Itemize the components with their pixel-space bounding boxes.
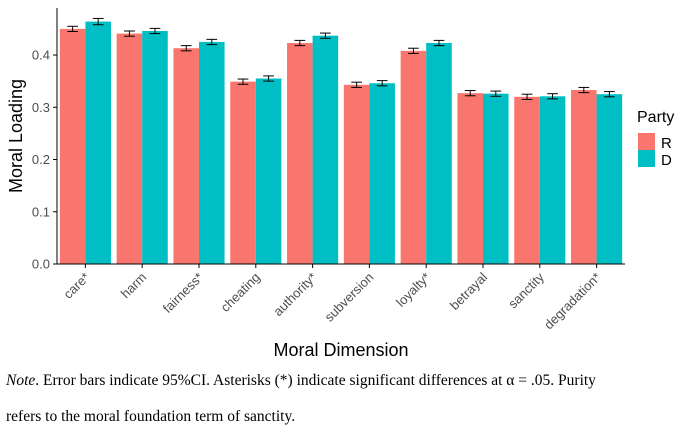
x-tick-label-2: fairness* bbox=[160, 270, 206, 316]
bar-r-0 bbox=[59, 28, 86, 265]
error-bar-d-8 bbox=[547, 93, 558, 100]
bar-r-4 bbox=[287, 43, 313, 264]
error-bar-r-0 bbox=[67, 25, 78, 33]
bar-d-2 bbox=[199, 41, 225, 265]
error-bar-r-8 bbox=[521, 93, 533, 100]
bar-r-7 bbox=[457, 93, 483, 264]
x-tick-label-5: subversion bbox=[321, 270, 376, 325]
error-bar-d-2 bbox=[206, 38, 218, 46]
y-ticks-layer: 0.0 0.1 0.2 0.3 0.4 bbox=[32, 48, 57, 272]
error-bar-d-1 bbox=[149, 27, 161, 35]
bar-r-6 bbox=[400, 50, 427, 265]
legend-key-d bbox=[638, 150, 655, 167]
x-tick-label-7: betrayal bbox=[447, 269, 490, 312]
bar-r-9 bbox=[571, 90, 597, 265]
x-tick-label-3: cheating bbox=[218, 270, 263, 315]
error-bar-r-2 bbox=[180, 45, 192, 52]
x-tick-label-6: loyalty* bbox=[393, 270, 433, 310]
bar-r-8 bbox=[514, 96, 540, 264]
note-text-1: . Error bars indicate 95%CI. Asterisks (… bbox=[35, 372, 596, 389]
error-bar-r-7 bbox=[464, 90, 476, 97]
error-bar-d-7 bbox=[490, 90, 502, 97]
x-axis-title: Moral Dimension bbox=[273, 340, 408, 360]
y-tick-label-4: 0.4 bbox=[32, 48, 50, 63]
y-tick-label-2: 0.2 bbox=[32, 152, 50, 167]
bar-r-5 bbox=[343, 84, 370, 264]
error-bar-d-0 bbox=[92, 17, 104, 26]
bars-layer bbox=[59, 21, 623, 265]
legend: Party R D bbox=[637, 109, 674, 169]
y-axis-title: Moral Loading bbox=[6, 79, 26, 193]
error-bar-r-3 bbox=[237, 78, 249, 85]
bar-r-3 bbox=[230, 81, 256, 264]
figure-note-line-1: Note. Error bars indicate 95%CI. Asteris… bbox=[6, 372, 681, 390]
bar-d-4 bbox=[312, 35, 339, 264]
x-tick-label-8: sanctity bbox=[505, 269, 547, 311]
bar-d-0 bbox=[85, 21, 111, 264]
error-bar-d-6 bbox=[433, 39, 445, 47]
error-bar-d-5 bbox=[376, 80, 388, 87]
error-bar-r-6 bbox=[408, 47, 419, 54]
bar-r-2 bbox=[173, 48, 199, 265]
legend-label-r: R bbox=[661, 135, 672, 152]
bar-d-5 bbox=[369, 83, 395, 264]
y-tick-label-1: 0.1 bbox=[32, 204, 50, 219]
error-bar-r-4 bbox=[294, 39, 306, 47]
y-tick-label-0: 0.0 bbox=[32, 257, 50, 272]
legend-label-d: D bbox=[661, 152, 672, 169]
bar-chart: 0.0 0.1 0.2 0.3 0.4 care* harm fairness* cheati… bbox=[6, 8, 674, 360]
error-bar-r-9 bbox=[578, 86, 590, 94]
error-bar-r-5 bbox=[351, 81, 362, 88]
figure-note-line-2: refers to the moral foundation term of s… bbox=[6, 408, 681, 426]
bar-d-3 bbox=[255, 78, 282, 264]
bar-d-8 bbox=[539, 96, 566, 264]
note-label: Note bbox=[6, 372, 36, 389]
x-tick-label-4: authority* bbox=[270, 270, 319, 319]
error-bar-d-3 bbox=[263, 75, 274, 82]
y-tick-label-3: 0.3 bbox=[32, 100, 50, 115]
x-ticks-layer: care* harm fairness* cheating authority* subv… bbox=[60, 264, 604, 333]
bar-d-6 bbox=[426, 43, 452, 264]
x-tick-label-0: care* bbox=[60, 270, 92, 302]
x-tick-label-9: degradation* bbox=[541, 270, 604, 333]
note-text-2: refers to the moral foundation term of s… bbox=[6, 408, 296, 425]
bar-d-7 bbox=[483, 93, 509, 265]
bar-d-9 bbox=[596, 94, 623, 264]
error-bars-layer bbox=[67, 17, 615, 100]
error-bar-d-9 bbox=[604, 91, 615, 98]
error-bar-d-4 bbox=[320, 32, 331, 39]
x-tick-label-1: harm bbox=[118, 270, 150, 302]
bar-d-1 bbox=[142, 30, 168, 264]
legend-title: Party bbox=[637, 109, 674, 126]
error-bar-r-1 bbox=[124, 30, 135, 37]
bar-r-1 bbox=[116, 33, 143, 264]
legend-key-r bbox=[638, 133, 655, 150]
